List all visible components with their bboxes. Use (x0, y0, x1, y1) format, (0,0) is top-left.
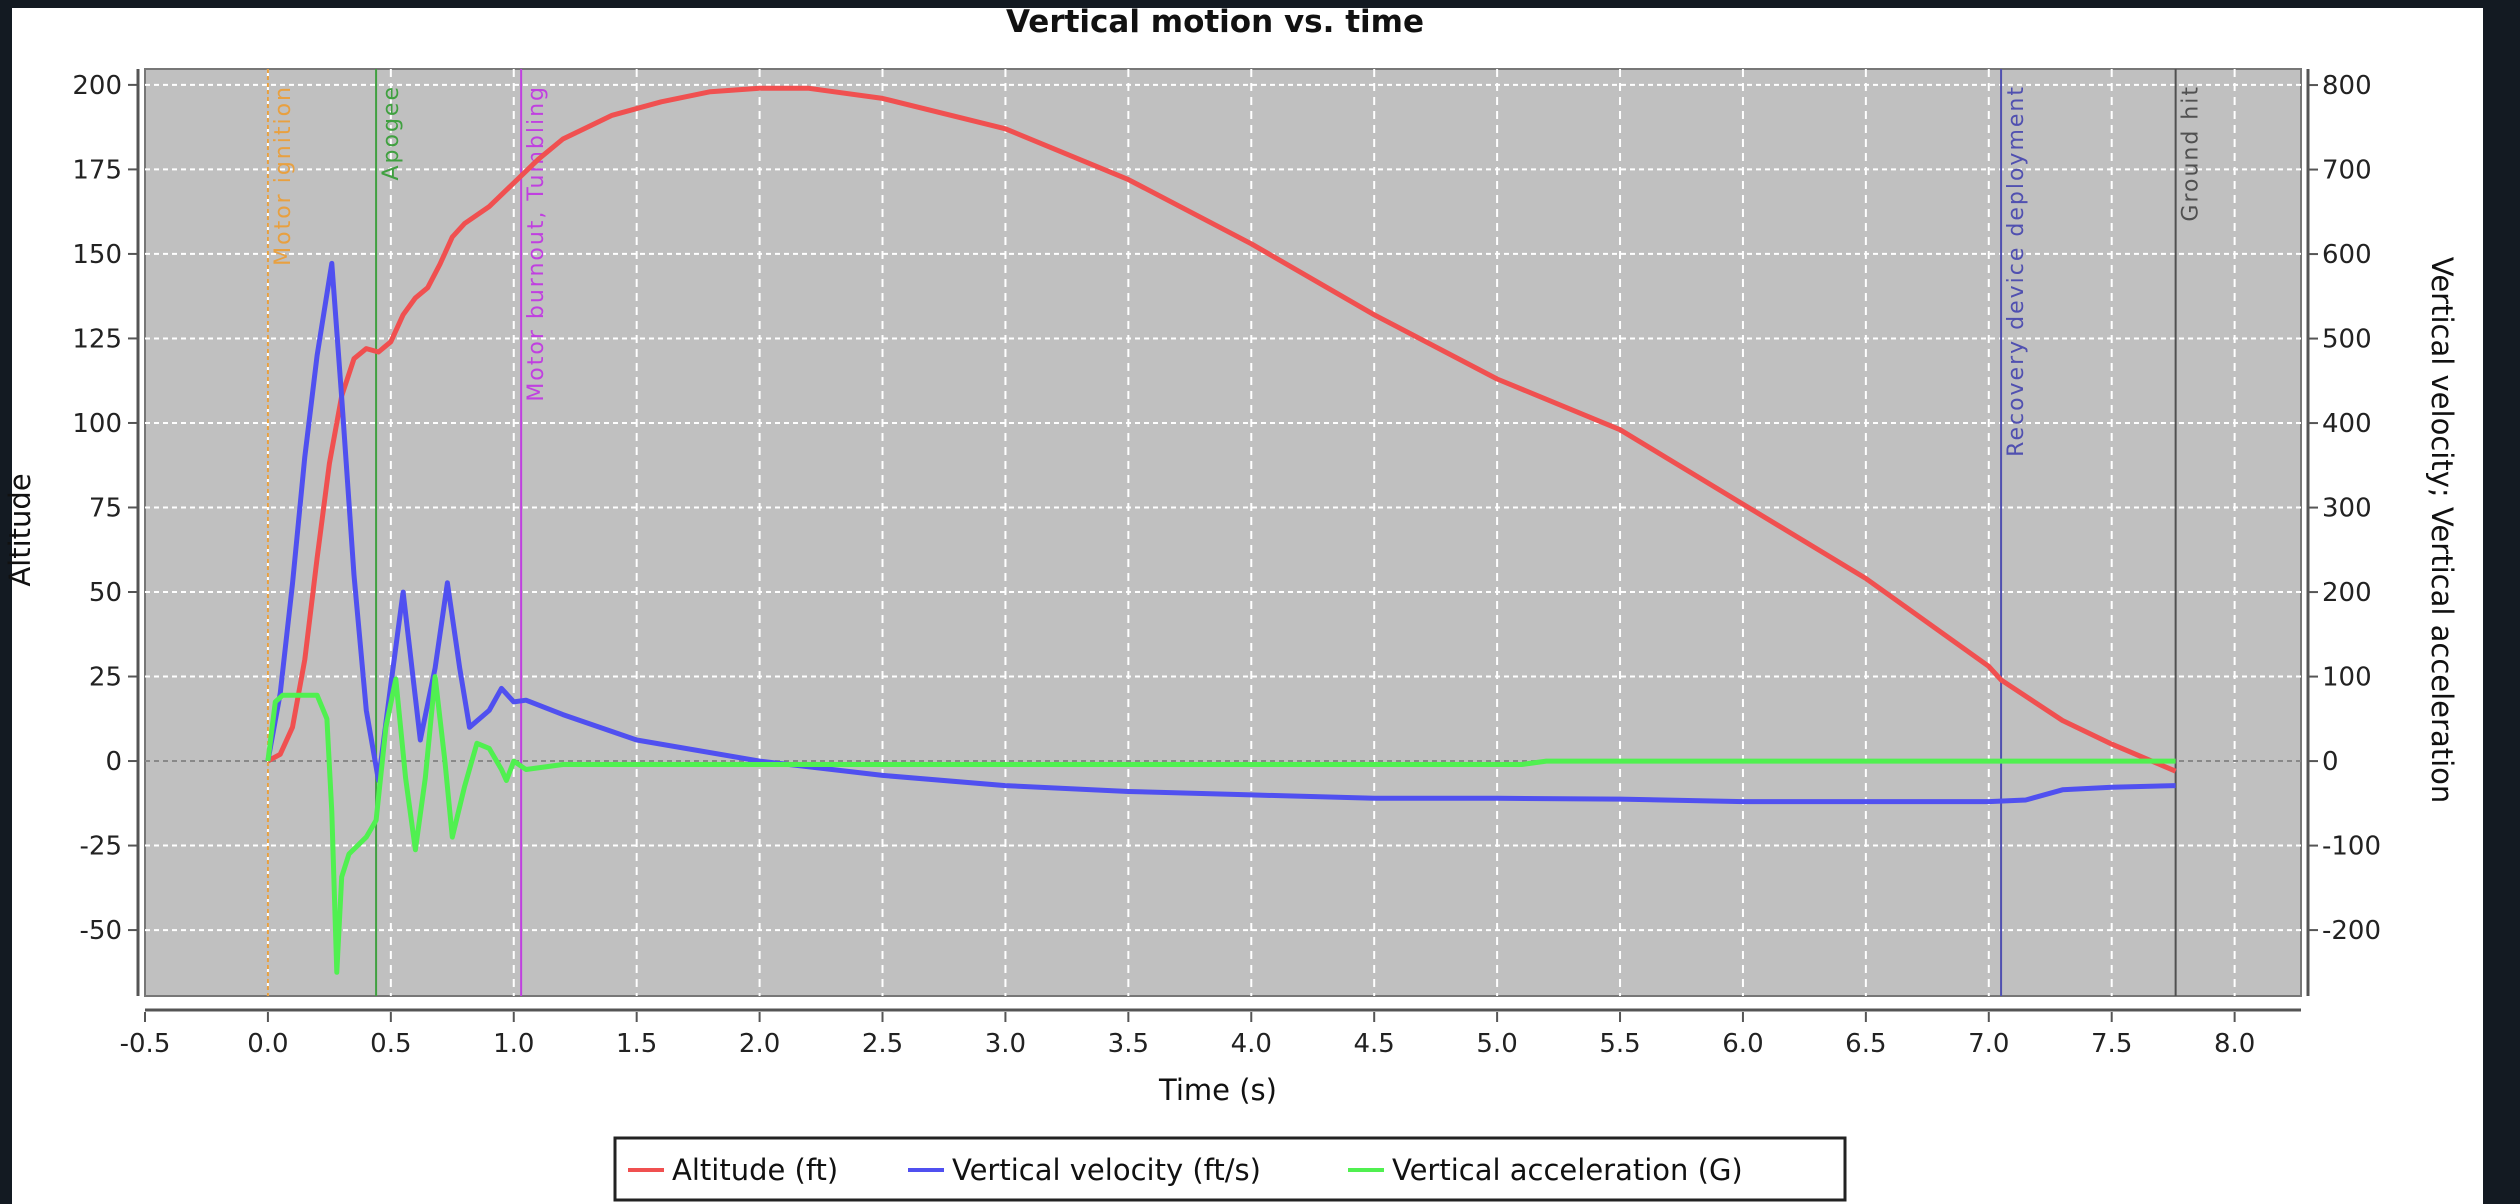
y-left-tick-label: 200 (72, 71, 122, 101)
x-tick-label: -0.5 (120, 1029, 171, 1059)
x-tick-label: 1.5 (616, 1029, 657, 1059)
y-right-tick-label: 600 (2322, 240, 2372, 270)
y-left-tick-label: -25 (80, 832, 122, 862)
x-tick-label: 8.0 (2214, 1029, 2255, 1059)
y-left-tick-label: 50 (89, 578, 122, 608)
axes: -0.5 0.0 0.5 1.0 1.5 2.0 2.5 3.0 3.5 4.0 4.5 5.0 5.5… (72, 69, 2381, 1059)
y-axis-left-label: Altitude (3, 473, 37, 586)
y-left-tick-label: 150 (72, 240, 122, 270)
x-tick-label: 4.5 (1354, 1029, 1395, 1059)
x-tick-label: 0.0 (247, 1029, 288, 1059)
legend-label: Vertical velocity (ft/s) (952, 1153, 1261, 1187)
event-label: Recovery device deployment (2004, 85, 2029, 457)
y-left-tick-label: 25 (89, 663, 122, 693)
y-right-tick-label: 700 (2322, 156, 2372, 186)
y-right-tick-label: 0 (2322, 747, 2339, 777)
x-tick-label: 3.0 (985, 1029, 1026, 1059)
x-tick-label: 2.5 (862, 1029, 903, 1059)
legend-label: Vertical acceleration (G) (1392, 1153, 1743, 1187)
x-tick-label: 2.0 (739, 1029, 780, 1059)
y-right-tick-label: 300 (2322, 494, 2372, 524)
y-left-tick-label: 125 (72, 324, 122, 354)
y-right-tick-label: 200 (2322, 578, 2372, 608)
x-tick-label: 5.0 (1476, 1029, 1517, 1059)
series-lines (265, 85, 2177, 975)
y-left-tick-label: -50 (80, 916, 122, 946)
y-right-tick-label: 500 (2322, 325, 2372, 355)
x-tick-label: 1.0 (493, 1029, 534, 1059)
x-tick-label: 5.5 (1599, 1029, 1640, 1059)
x-tick-label: 3.5 (1108, 1029, 1149, 1059)
y-axis-right-label: Vertical velocity; Vertical acceleration (2425, 257, 2459, 804)
x-tick-label: 0.5 (370, 1029, 411, 1059)
series-line-2 (265, 674, 2176, 975)
series-line-0 (266, 85, 2177, 774)
y-right-tick-label: 100 (2322, 663, 2372, 693)
y-left-tick-label: 175 (72, 155, 122, 185)
x-tick-label: 6.0 (1722, 1029, 1763, 1059)
event-label: Motor burnout, Tumbling (524, 85, 549, 402)
plot-area (144, 68, 2302, 997)
y-right-tick-label: 800 (2322, 71, 2372, 101)
grid (145, 69, 2301, 996)
x-tick-label: 4.0 (1231, 1029, 1272, 1059)
x-axis-label: Time (s) (1158, 1073, 1277, 1107)
y-right-tick-label: 400 (2322, 409, 2372, 439)
x-tick-label: 6.5 (1845, 1029, 1886, 1059)
legend-label: Altitude (ft) (672, 1153, 838, 1187)
y-left-tick-label: 100 (72, 409, 122, 439)
x-tick-label: 7.0 (1968, 1029, 2009, 1059)
event-label: Ground hit (2179, 85, 2204, 222)
y-left-tick-label: 0 (105, 747, 122, 777)
chart-title: Vertical motion vs. time (1006, 4, 1424, 40)
event-label: Apogee (379, 85, 404, 181)
y-right-tick-label: -200 (2322, 916, 2381, 946)
x-tick-label: 7.5 (2091, 1029, 2132, 1059)
event-label: Motor ignition (271, 85, 296, 266)
y-left-tick-label: 75 (89, 493, 122, 523)
event-markers: Motor ignition Apogee Motor burnout, Tumbl… (266, 69, 2204, 996)
y-right-tick-label: -100 (2322, 832, 2381, 862)
series-line-1 (265, 260, 2176, 805)
legend: Altitude (ft) Vertical velocity (ft/s) Ver… (613, 1136, 1847, 1202)
